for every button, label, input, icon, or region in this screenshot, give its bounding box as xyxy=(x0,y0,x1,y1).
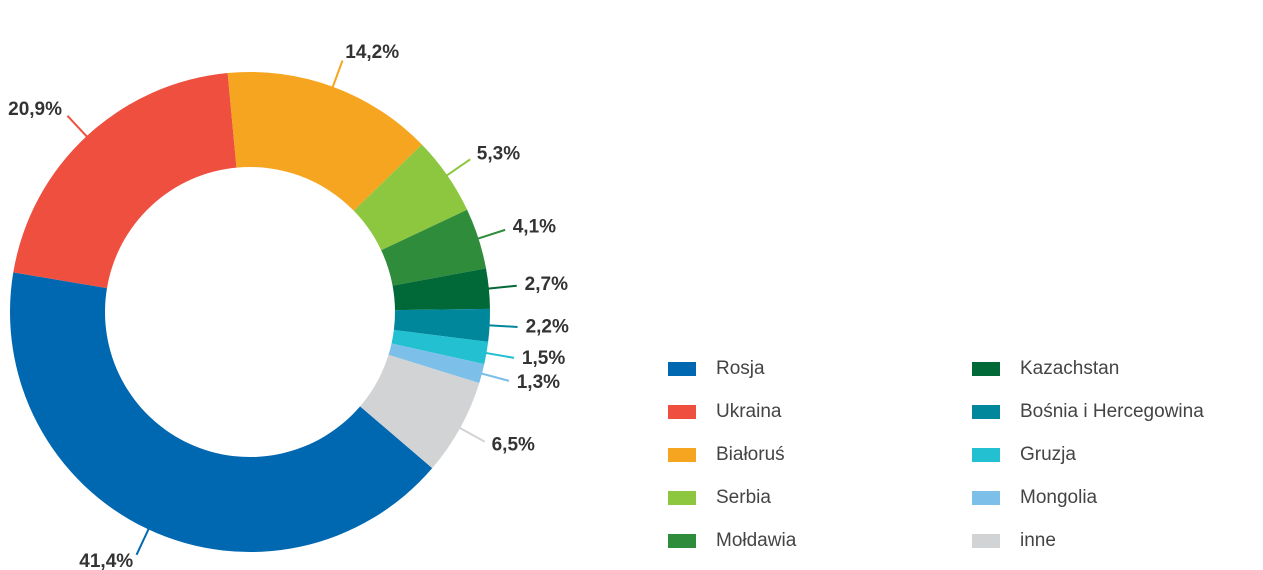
leader-line xyxy=(484,351,515,359)
legend-swatch xyxy=(668,534,696,548)
data-label: 2,7% xyxy=(525,274,568,295)
legend-label: Gruzja xyxy=(1020,444,1076,465)
leader-line xyxy=(479,372,510,382)
data-label: 20,9% xyxy=(8,99,62,120)
slice xyxy=(381,209,487,286)
slice xyxy=(13,73,237,289)
slice xyxy=(353,144,468,251)
leader-line xyxy=(457,426,486,443)
data-label: 5,3% xyxy=(477,144,520,165)
legend-swatch xyxy=(668,448,696,462)
data-label: 1,3% xyxy=(517,372,560,393)
legend-swatch xyxy=(668,362,696,376)
legend-label: Kazachstan xyxy=(1020,358,1119,379)
leader-line xyxy=(487,324,518,328)
slice xyxy=(360,354,480,469)
legend-swatch xyxy=(668,491,696,505)
legend-swatch xyxy=(972,448,1000,462)
leader-line xyxy=(476,228,506,241)
legend-label: Mongolia xyxy=(1020,487,1098,508)
slice xyxy=(392,268,490,311)
leader-line xyxy=(331,60,344,89)
slice xyxy=(388,343,485,384)
data-label: 1,5% xyxy=(522,348,565,369)
slice xyxy=(391,330,489,365)
legend-label: Białoruś xyxy=(716,444,785,465)
legend-label: Ukraina xyxy=(716,401,782,422)
legend-label: Mołdawia xyxy=(716,530,797,551)
data-label: 6,5% xyxy=(492,434,535,455)
legend-swatch xyxy=(972,362,1000,376)
data-label: 14,2% xyxy=(345,42,399,63)
data-label: 2,2% xyxy=(526,316,569,337)
leader-line xyxy=(486,284,517,290)
legend-swatch xyxy=(972,491,1000,505)
data-label: 4,1% xyxy=(513,216,556,237)
legend-label: Rosja xyxy=(716,358,765,379)
legend-label: inne xyxy=(1020,530,1056,551)
slice xyxy=(393,308,491,342)
data-label: 41,4% xyxy=(79,551,133,570)
legend-label: Bośnia i Hercegowina xyxy=(1020,401,1204,422)
legend-swatch xyxy=(668,405,696,419)
legend-swatch xyxy=(972,405,1000,419)
leader-line xyxy=(444,158,471,178)
legend-label: Serbia xyxy=(716,487,771,508)
slice xyxy=(227,72,422,211)
leader-line xyxy=(66,115,89,139)
leader-line xyxy=(135,527,151,556)
legend-swatch xyxy=(972,534,1000,548)
slice xyxy=(9,272,433,553)
